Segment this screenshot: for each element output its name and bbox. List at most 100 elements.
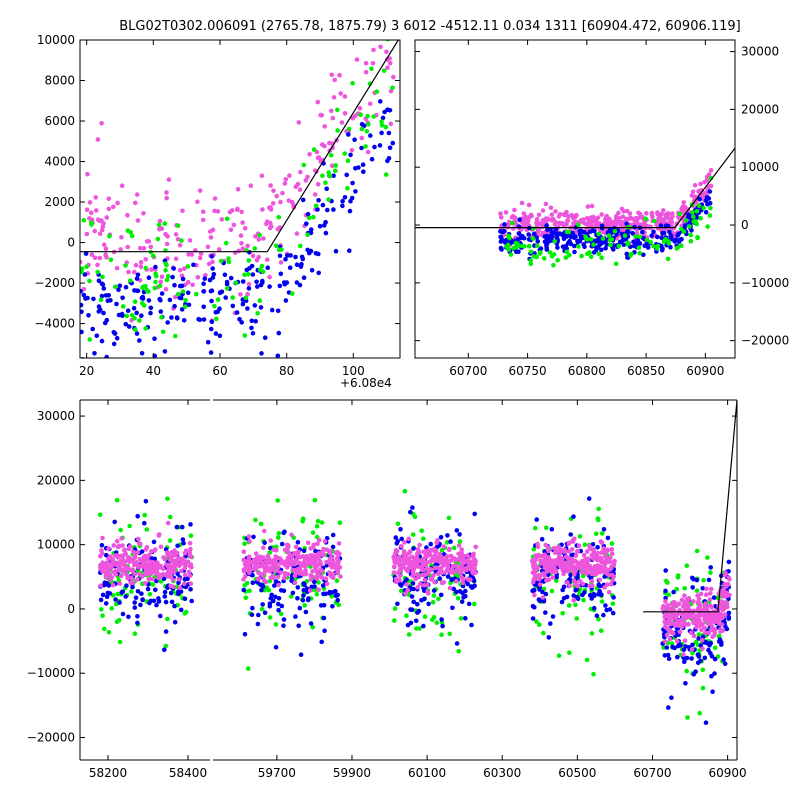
data-point-green: [100, 274, 105, 280]
data-point-blue: [450, 605, 455, 611]
data-point-magenta: [633, 215, 639, 221]
data-point-magenta: [337, 565, 343, 570]
data-point-green: [576, 244, 581, 249]
data-point-magenta: [679, 623, 684, 629]
data-point-blue: [711, 595, 717, 600]
data-point-magenta: [111, 570, 117, 575]
data-point-blue: [224, 281, 230, 287]
data-point-green: [564, 229, 570, 235]
data-point-blue: [154, 602, 159, 608]
data-point-blue: [640, 229, 645, 235]
data-point-blue: [94, 333, 100, 339]
data-point-green: [155, 236, 161, 242]
data-point-blue: [117, 283, 123, 289]
data-point-green: [422, 614, 428, 619]
data-point-blue: [724, 626, 730, 632]
data-point-green: [591, 671, 596, 677]
data-point-blue: [163, 629, 169, 634]
data-point-magenta: [304, 554, 310, 559]
data-point-blue: [249, 325, 254, 331]
data-point-magenta: [669, 630, 674, 635]
data-point-magenta: [245, 291, 250, 297]
data-point-blue: [431, 588, 437, 593]
data-point-magenta: [599, 212, 604, 217]
data-point-blue: [726, 559, 732, 565]
data-point-magenta: [261, 236, 266, 241]
data-point-blue: [549, 527, 555, 532]
data-point-green: [688, 232, 693, 238]
data-point-magenta: [549, 558, 554, 563]
data-point-magenta: [503, 210, 509, 215]
data-point-magenta: [216, 247, 222, 252]
data-point-magenta: [689, 647, 695, 652]
data-point-magenta: [589, 571, 594, 577]
data-point-blue: [172, 303, 177, 309]
data-point-blue: [250, 572, 255, 578]
data-point-blue: [300, 256, 306, 262]
data-point-magenta: [247, 539, 252, 544]
data-point-magenta: [703, 190, 708, 196]
data-point-blue: [132, 600, 137, 605]
data-point-magenta: [311, 561, 316, 566]
data-point-magenta: [454, 578, 459, 584]
data-point-blue: [174, 315, 180, 320]
data-point-blue: [188, 522, 193, 527]
data-point-magenta: [695, 606, 701, 612]
data-point-blue: [267, 604, 273, 609]
data-point-magenta: [566, 541, 571, 547]
data-point-magenta: [727, 592, 732, 598]
data-point-blue: [139, 351, 145, 356]
data-point-green: [430, 600, 436, 605]
data-point-green: [379, 119, 384, 124]
data-point-magenta: [610, 559, 616, 565]
data-point-magenta: [120, 543, 125, 548]
data-point-blue: [350, 180, 355, 186]
data-point-magenta: [694, 625, 699, 630]
data-point-blue: [703, 210, 709, 215]
data-point-magenta: [142, 580, 148, 586]
data-point-blue: [259, 351, 264, 356]
data-point-green: [363, 144, 368, 149]
data-point-blue: [621, 242, 627, 248]
data-point-green: [510, 220, 515, 226]
data-point-green: [392, 618, 397, 623]
data-point-magenta: [405, 587, 411, 593]
data-point-green: [383, 172, 389, 177]
data-point-green: [165, 274, 171, 279]
x-tick-label: 60300: [483, 766, 521, 780]
data-point-green: [674, 586, 679, 592]
data-point-magenta: [101, 242, 107, 247]
season-points: [660, 548, 732, 725]
data-point-blue: [378, 99, 383, 104]
data-point-magenta: [89, 252, 95, 258]
data-point-green: [398, 588, 404, 594]
data-point-green: [246, 272, 251, 277]
data-point-blue: [100, 592, 106, 598]
data-point-green: [106, 630, 112, 635]
data-point-magenta: [289, 532, 294, 538]
data-point-blue: [114, 301, 119, 307]
data-point-magenta: [278, 570, 283, 575]
data-point-magenta: [707, 597, 713, 602]
data-point-green: [312, 497, 318, 503]
data-point-blue: [321, 591, 326, 597]
data-point-magenta: [120, 557, 126, 563]
data-point-blue: [395, 539, 401, 544]
data-point-magenta: [245, 243, 250, 249]
data-point-green: [316, 580, 321, 585]
data-point-blue: [139, 313, 144, 319]
data-point-blue: [330, 532, 336, 538]
data-point-blue: [346, 132, 351, 137]
data-point-magenta: [155, 561, 160, 567]
data-point-blue: [568, 234, 574, 240]
data-point-green: [84, 264, 89, 270]
data-point-blue: [282, 529, 287, 535]
data-point-blue: [393, 535, 399, 540]
data-point-blue: [172, 282, 177, 288]
data-point-magenta: [121, 567, 127, 573]
data-point-blue: [594, 613, 600, 618]
y-tick-label: 20000: [37, 473, 75, 487]
data-point-blue: [90, 326, 95, 332]
data-point-blue: [126, 614, 131, 620]
data-point-blue: [330, 544, 336, 550]
